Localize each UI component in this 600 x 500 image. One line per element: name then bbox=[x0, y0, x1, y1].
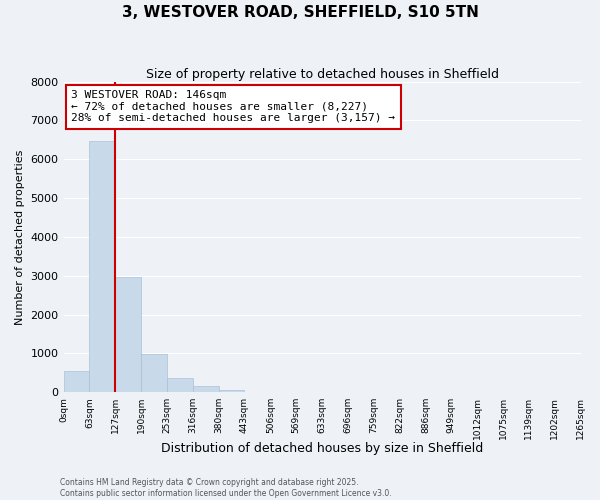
Y-axis label: Number of detached properties: Number of detached properties bbox=[15, 150, 25, 324]
Text: Contains HM Land Registry data © Crown copyright and database right 2025.
Contai: Contains HM Land Registry data © Crown c… bbox=[60, 478, 392, 498]
Text: 3 WESTOVER ROAD: 146sqm
← 72% of detached houses are smaller (8,227)
28% of semi: 3 WESTOVER ROAD: 146sqm ← 72% of detache… bbox=[71, 90, 395, 124]
Bar bbox=[115, 276, 141, 392]
Text: 3, WESTOVER ROAD, SHEFFIELD, S10 5TN: 3, WESTOVER ROAD, SHEFFIELD, S10 5TN bbox=[122, 5, 478, 20]
Bar bbox=[167, 378, 193, 392]
X-axis label: Distribution of detached houses by size in Sheffield: Distribution of detached houses by size … bbox=[161, 442, 483, 455]
Bar bbox=[193, 386, 218, 392]
Bar bbox=[89, 140, 115, 392]
Title: Size of property relative to detached houses in Sheffield: Size of property relative to detached ho… bbox=[146, 68, 499, 80]
Bar bbox=[141, 354, 167, 392]
Bar bbox=[64, 371, 89, 392]
Bar bbox=[218, 390, 244, 392]
